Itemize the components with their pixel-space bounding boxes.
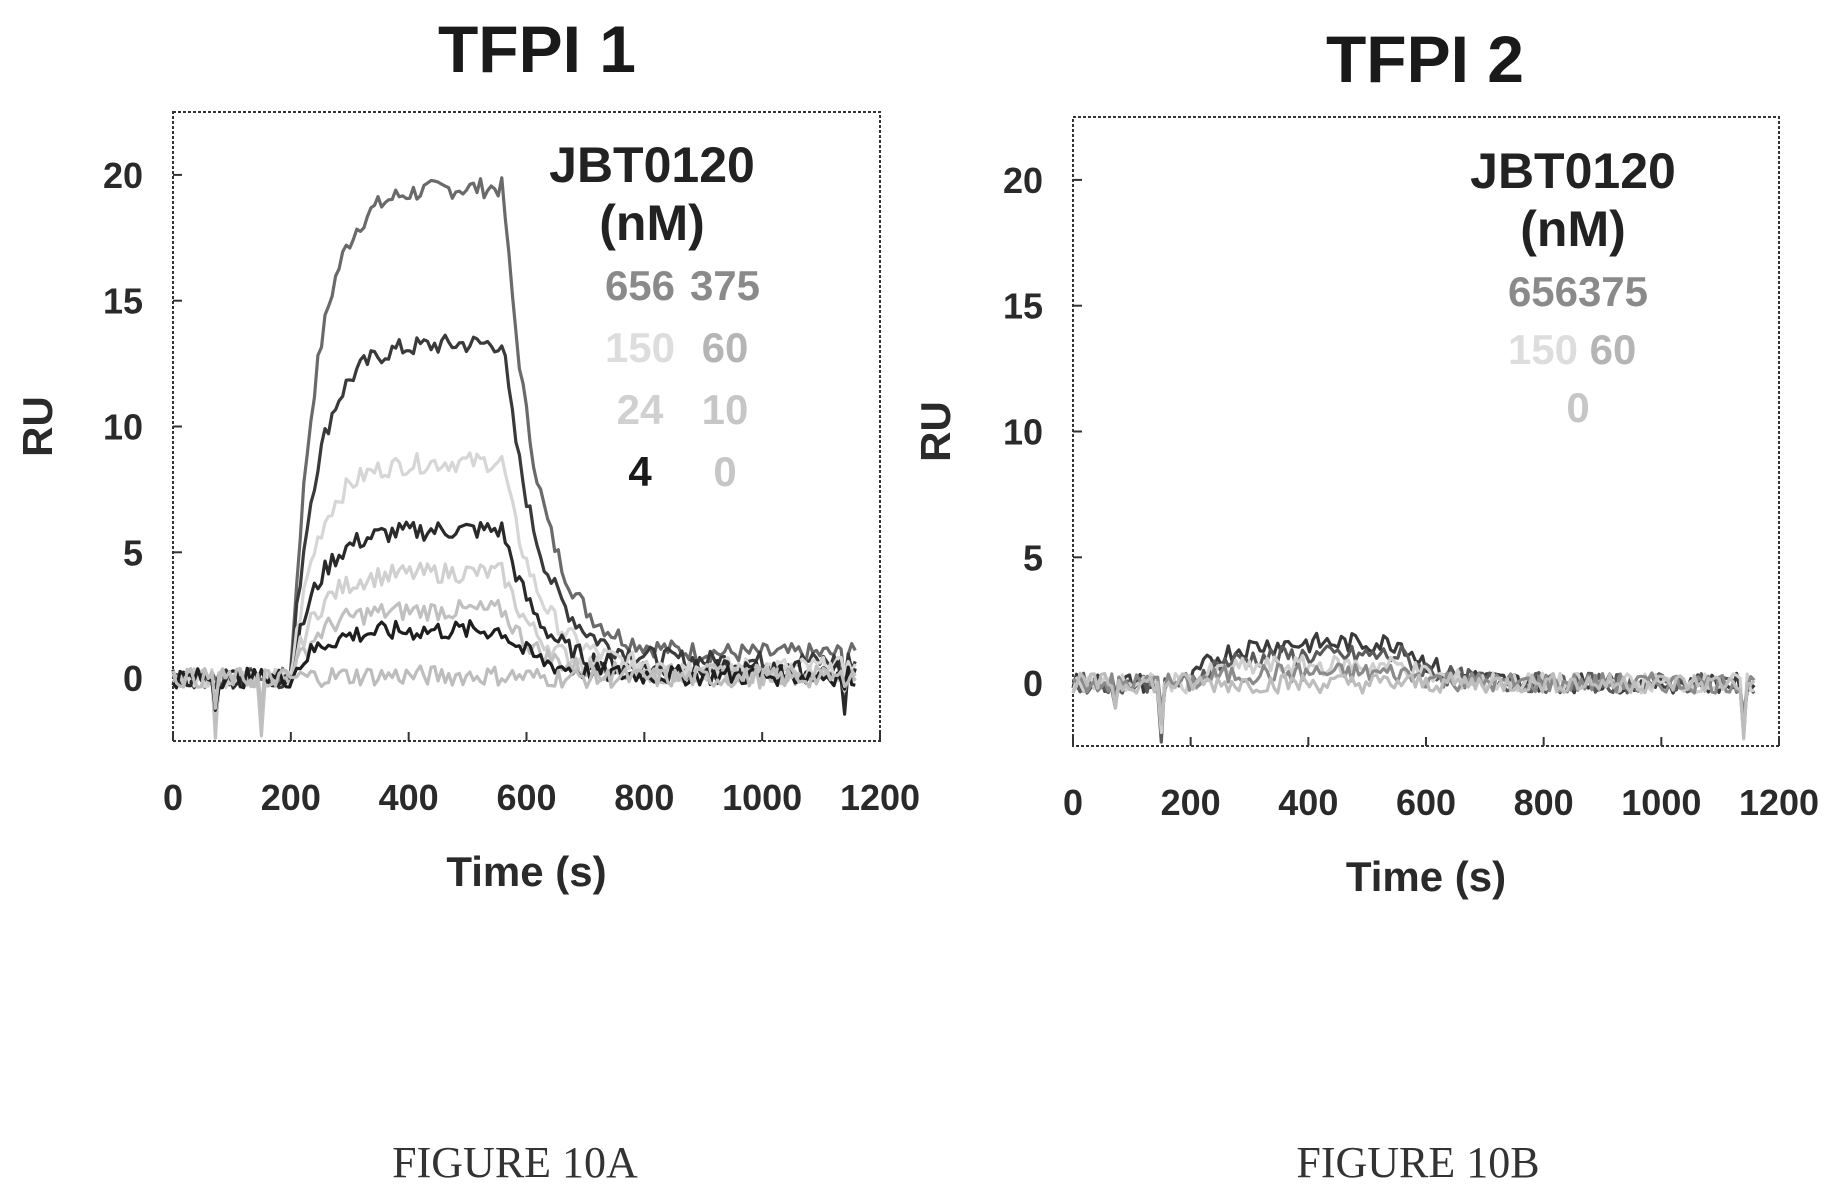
x-tick-label: 600 [496,777,556,818]
x-tick-label: 800 [614,777,674,818]
figure-caption-b: FIGURE 10B [1296,1138,1539,1187]
y-tick-label: 5 [123,532,143,573]
series-line-0-nm [171,664,857,712]
x-tick-label: 600 [1396,782,1456,823]
legend-title: (nM) [1520,201,1626,257]
y-tick-label: 0 [123,658,143,699]
x-axis-label: Time (s) [446,848,606,895]
figure-caption-a: FIGURE 10A [392,1138,638,1187]
x-tick-label: 400 [379,777,439,818]
series-line-60-nm [171,520,857,729]
legend-entry: 0 [1566,384,1589,431]
plot-frame [1072,116,1780,747]
legend-title: JBT0120 [1470,143,1676,199]
x-tick-label: 1000 [1621,782,1701,823]
x-axis-label: Time (s) [1346,853,1506,900]
legend-entry: 375 [1578,268,1648,315]
legend-title: JBT0120 [549,137,755,193]
chart-title: TFPI 2 [1326,22,1524,96]
legend-entry: 0 [713,448,736,495]
y-tick-label: 5 [1023,537,1043,578]
y-tick-label: 20 [1003,160,1043,201]
chart-title: TFPI 1 [438,12,636,86]
legend-entry: 4 [628,448,652,495]
y-tick-label: 20 [103,155,143,196]
x-tick-label: 0 [163,777,183,818]
x-tick-label: 1200 [1739,782,1819,823]
legend-entry: 60 [1590,326,1637,373]
x-tick-label: 1200 [840,777,920,818]
y-tick-label: 10 [1003,412,1043,453]
legend-entry: 60 [702,324,749,371]
x-tick-label: 800 [1514,782,1574,823]
y-axis-label: RU [14,396,61,457]
legend-entry: 656 [605,262,675,309]
legend-entry: 375 [690,262,760,309]
x-tick-label: 200 [261,777,321,818]
x-tick-label: 400 [1278,782,1338,823]
series-line-150-nm [1071,654,1755,741]
y-tick-label: 10 [103,407,143,448]
y-tick-label: 0 [1023,663,1043,704]
y-axis-label: RU [912,401,959,462]
legend-entry: 150 [605,324,675,371]
x-tick-label: 200 [1161,782,1221,823]
series-line-4-nm [171,619,856,712]
x-tick-label: 0 [1063,782,1083,823]
series-line-0-nm [1071,671,1756,740]
y-tick-label: 15 [103,281,143,322]
legend-entry: 24 [617,386,664,433]
legend-entry: 656 [1508,268,1578,315]
legend-entry: 150 [1508,326,1578,373]
legend-entry: 10 [702,386,749,433]
x-tick-label: 1000 [722,777,802,818]
legend-title: (nM) [599,195,705,251]
series-line-375-nm [171,333,857,714]
y-tick-label: 15 [1003,286,1043,327]
